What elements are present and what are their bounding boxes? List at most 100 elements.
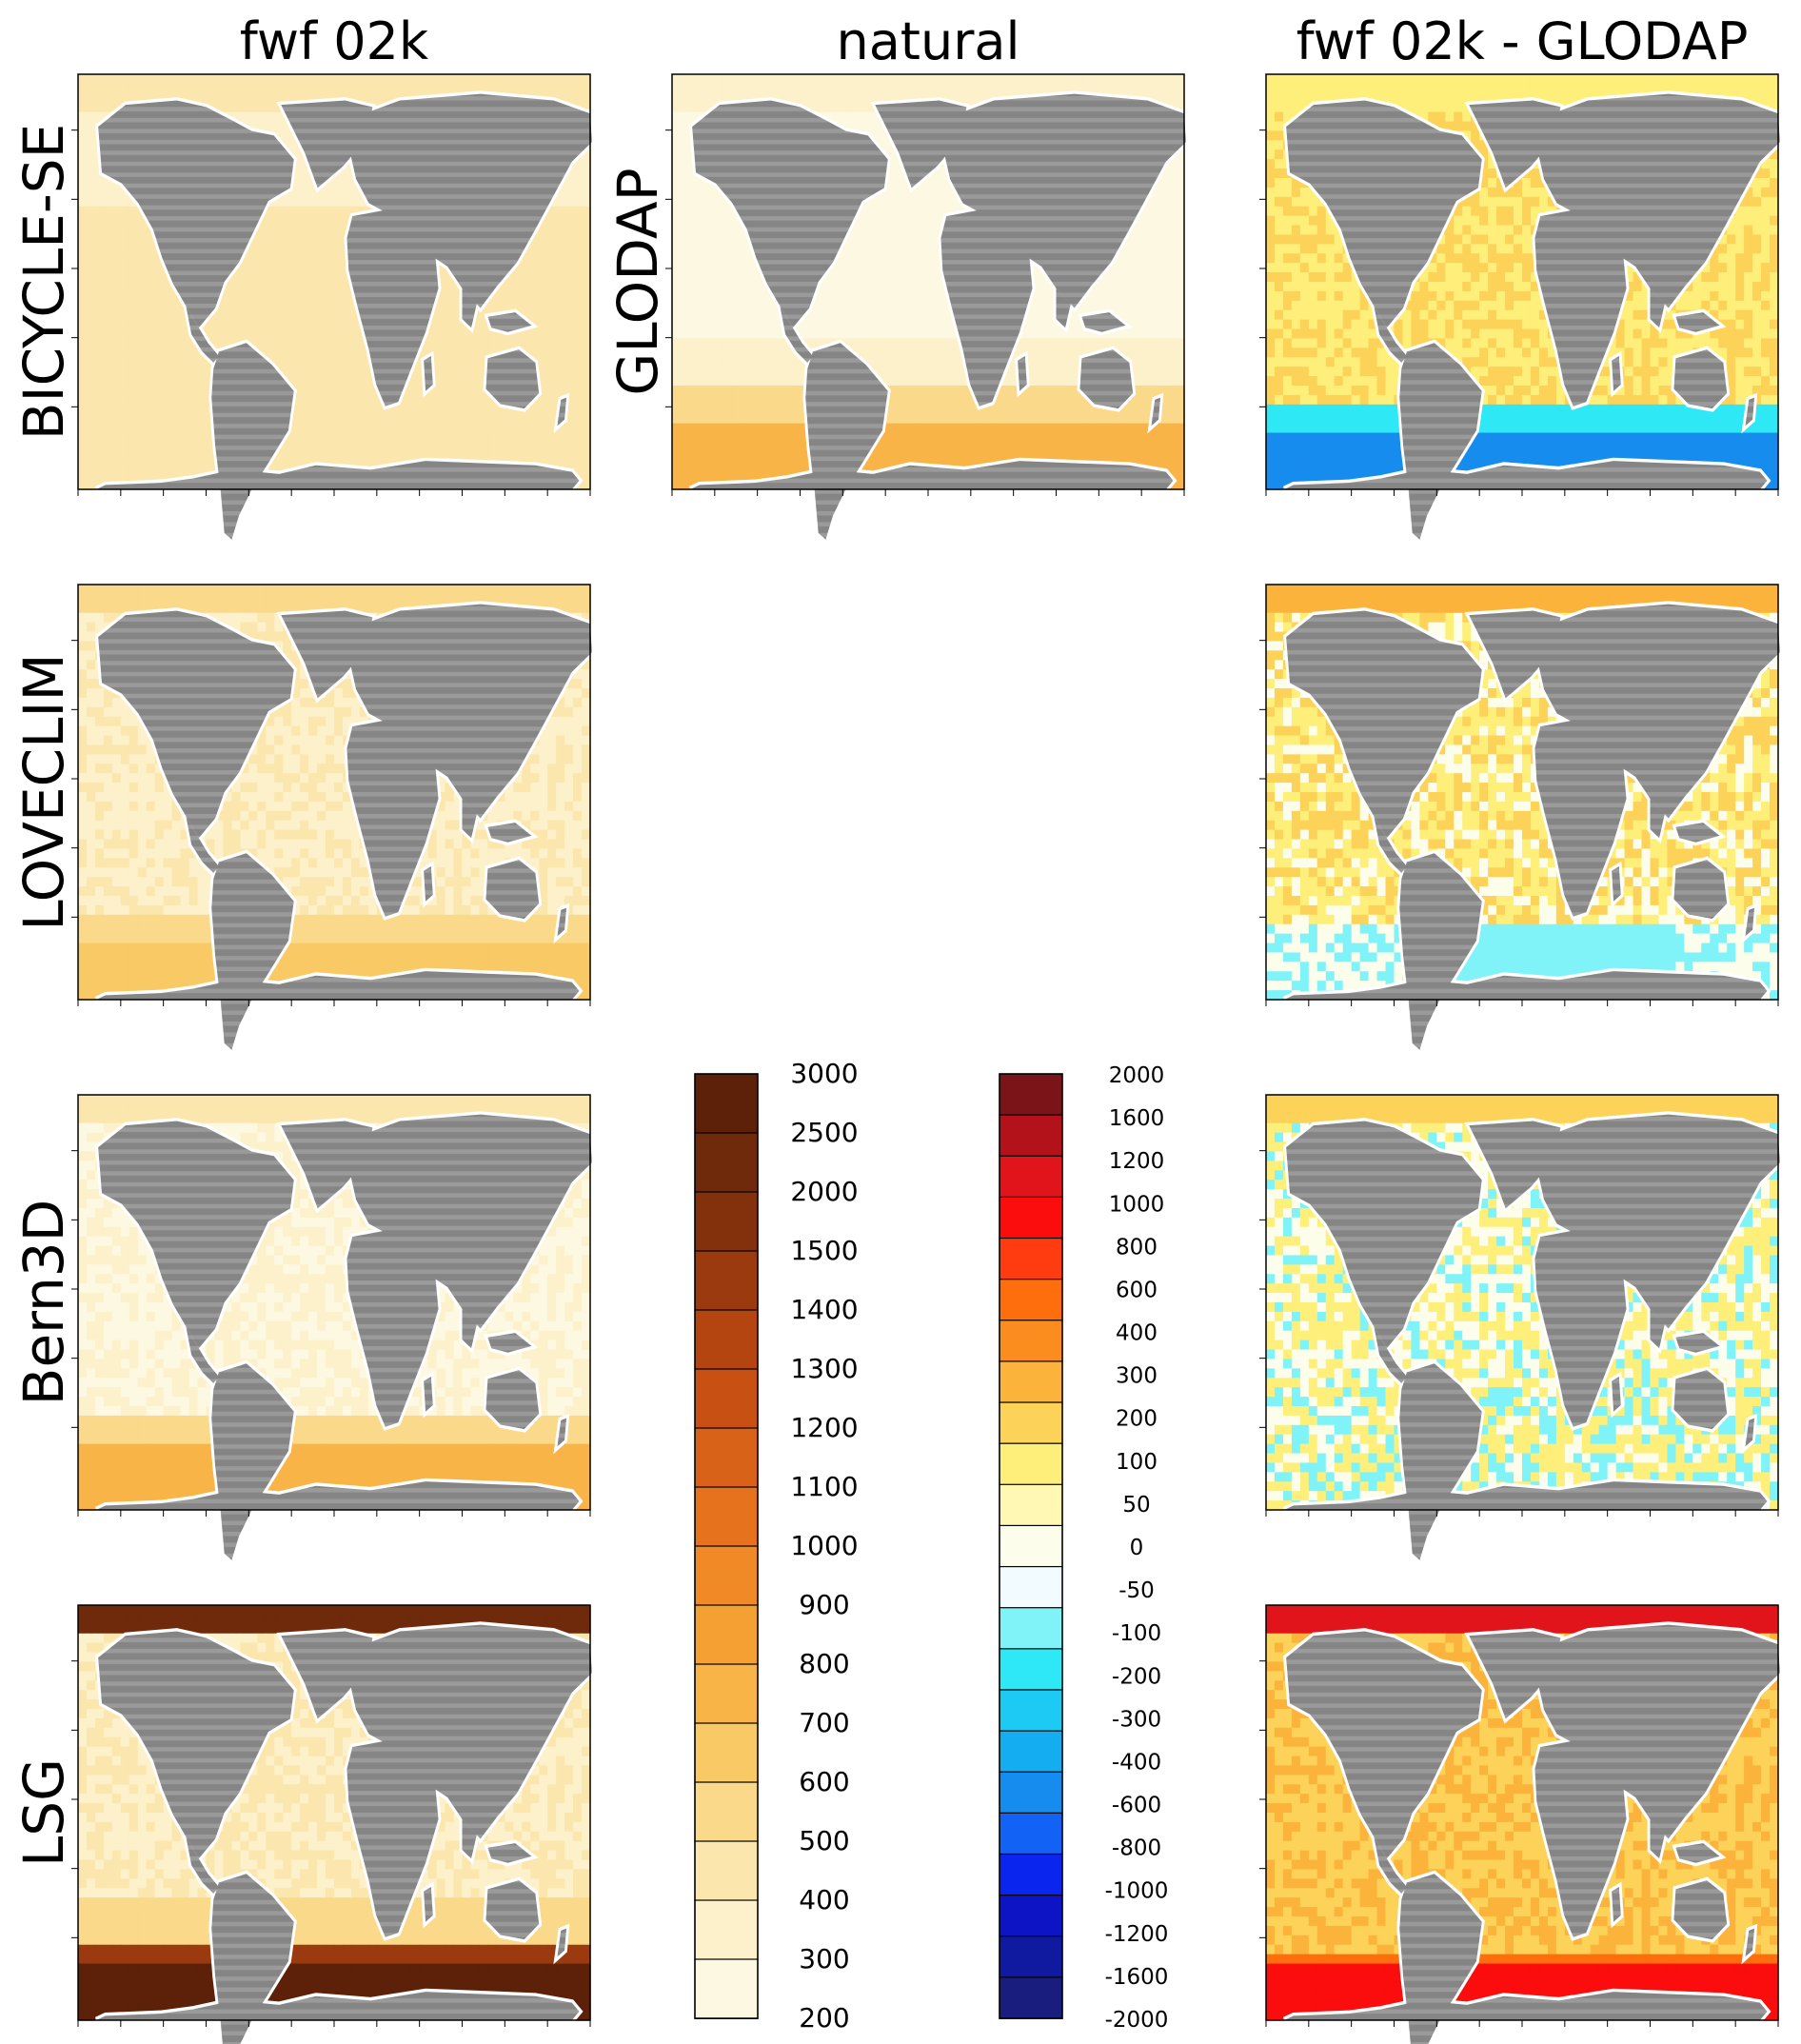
map-cell: [274, 357, 284, 367]
map-cell: [1030, 328, 1040, 340]
map-cell: [582, 413, 591, 425]
map-cell: [78, 253, 88, 264]
map-cell: [1081, 300, 1091, 311]
map-cell: [402, 432, 412, 444]
map-cell: [342, 357, 352, 367]
map-cell: [180, 83, 190, 94]
map-cell: [851, 272, 861, 283]
map-cell: [944, 196, 955, 208]
map-cell: [334, 404, 344, 415]
map-cell: [705, 309, 716, 321]
map-cell: [479, 338, 488, 348]
map-cell: [376, 92, 386, 104]
map-cell: [920, 187, 929, 198]
map-cell: [86, 149, 96, 160]
map-cell: [427, 404, 438, 415]
map-cell: [740, 376, 750, 387]
map-cell: [197, 442, 208, 452]
map-cell: [885, 423, 895, 434]
map-cell: [894, 206, 903, 217]
map-cell: [154, 263, 165, 273]
map-cell: [688, 404, 699, 415]
map-cell: [765, 300, 776, 311]
map-cell: [163, 282, 173, 292]
map-cell: [1167, 394, 1177, 406]
map-cell: [470, 423, 481, 434]
map-cell: [740, 300, 750, 311]
map-cell: [1039, 386, 1049, 396]
map-cell: [1056, 357, 1066, 367]
map-cell: [530, 282, 540, 292]
map-cell: [722, 290, 733, 302]
map-cell: [154, 394, 165, 406]
map-cell: [672, 187, 682, 198]
map-cell: [868, 282, 878, 292]
map-cell: [445, 423, 455, 434]
map-cell: [688, 263, 699, 273]
map-cell: [765, 404, 776, 415]
map-cell: [834, 282, 843, 292]
map-cell: [257, 290, 267, 302]
map-cell: [834, 290, 843, 302]
map-cell: [547, 328, 557, 340]
map-cell: [1133, 394, 1142, 406]
map-cell: [163, 319, 173, 330]
map-cell: [94, 272, 105, 283]
map-cell: [894, 376, 903, 387]
map-cell: [146, 451, 156, 462]
map-cell: [111, 461, 122, 471]
map-cell: [300, 319, 309, 330]
map-cell: [445, 376, 455, 387]
map-cell: [78, 357, 88, 367]
map-cell: [740, 74, 750, 85]
map-cell: [757, 74, 767, 85]
map-cell: [920, 394, 929, 406]
map-cell: [556, 272, 565, 283]
map-cell: [582, 357, 591, 367]
map-cell: [894, 187, 903, 198]
map-cell: [1167, 376, 1177, 387]
map-cell: [697, 272, 707, 283]
map-cell: [705, 282, 716, 292]
map-cell: [842, 111, 852, 123]
map-cell: [171, 404, 182, 415]
map-cell: [462, 338, 472, 348]
map-cell: [171, 386, 182, 396]
map-cell: [1176, 376, 1185, 387]
map-cell: [78, 92, 88, 104]
map-cell: [137, 367, 148, 377]
map-cell: [308, 309, 318, 321]
map-cell: [1064, 367, 1075, 377]
map-cell: [188, 386, 199, 396]
map-cell: [731, 253, 742, 264]
map-cell: [1047, 404, 1058, 415]
map-cell: [248, 234, 258, 245]
map-cell: [894, 347, 903, 358]
map-cell: [129, 376, 139, 387]
map-cell: [103, 74, 113, 85]
map-cell: [94, 74, 105, 85]
map-cell: [672, 178, 682, 189]
map-cell: [427, 74, 438, 85]
map-cell: [94, 470, 105, 481]
map-cell: [825, 282, 835, 292]
map-cell: [944, 394, 955, 406]
map-panel: [71, 73, 592, 540]
map-cell: [78, 376, 88, 387]
map-cell: [556, 367, 565, 377]
row-label: LSG: [11, 1758, 76, 1867]
map-cell: [163, 413, 173, 425]
map-cell: [1124, 413, 1134, 425]
map-cell: [154, 423, 165, 434]
map-cell: [257, 309, 267, 321]
map-cell: [757, 357, 767, 367]
map-cell: [564, 263, 574, 273]
map-cell: [120, 74, 130, 85]
map-cell: [928, 206, 938, 217]
map-cell: [573, 187, 583, 198]
map-cell: [1141, 74, 1151, 85]
map-cell: [953, 404, 963, 415]
map-cell: [894, 319, 903, 330]
map-cell: [326, 234, 335, 245]
map-cell: [1064, 83, 1075, 94]
